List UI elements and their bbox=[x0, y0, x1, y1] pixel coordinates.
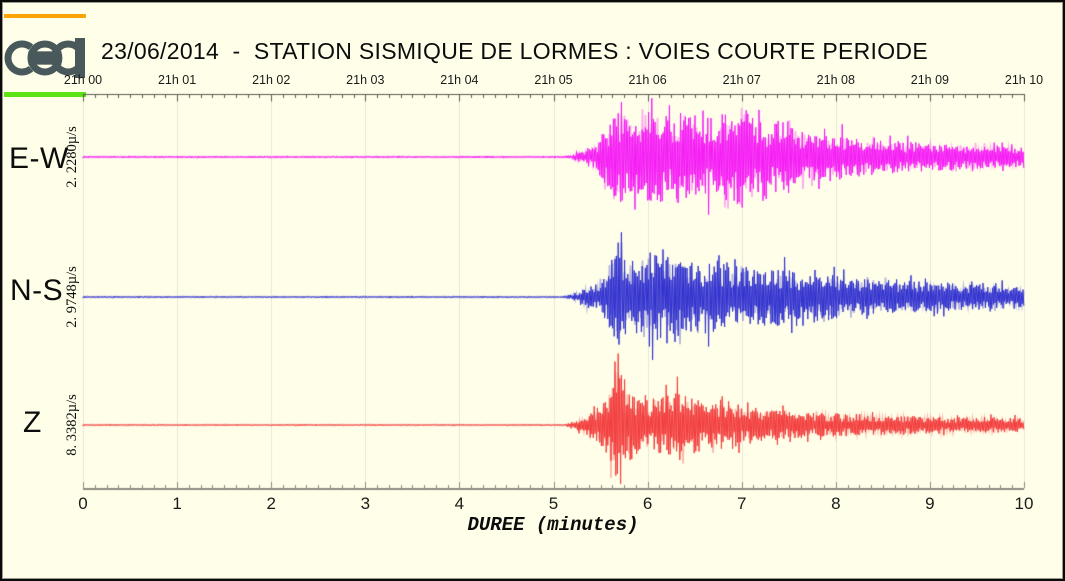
top-axis-label: 21h 08 bbox=[816, 73, 855, 87]
bottom-axis-label: 2 bbox=[266, 494, 276, 513]
x-axis-title: DUREE (minutes) bbox=[467, 514, 639, 536]
bottom-axis-label: 4 bbox=[454, 494, 465, 513]
bottom-axis-label: 9 bbox=[925, 494, 935, 513]
bottom-axis-label: 7 bbox=[736, 494, 747, 513]
bottom-axis-label: 5 bbox=[548, 494, 559, 513]
channel-scale-e-w: 2. 2280µ/s bbox=[64, 126, 80, 188]
bottom-axis-label: 0 bbox=[78, 494, 88, 513]
top-axis-label: 21h 03 bbox=[346, 73, 385, 87]
channel-name-e-w: E-W bbox=[9, 142, 69, 175]
top-axis-label: 21h 00 bbox=[63, 73, 103, 87]
bottom-axis-label: 1 bbox=[172, 494, 182, 513]
top-axis-label: 21h 09 bbox=[910, 73, 949, 87]
bottom-axis-label: 10 bbox=[1014, 494, 1034, 513]
bottom-axis-label: 3 bbox=[360, 494, 371, 513]
top-axis-label: 21h 01 bbox=[157, 73, 197, 87]
bottom-axis-label: 8 bbox=[831, 494, 841, 513]
top-axis-label: 21h 04 bbox=[440, 73, 479, 87]
top-axis-label: 21h 02 bbox=[252, 73, 291, 87]
top-axis-label: 21h 07 bbox=[722, 73, 761, 87]
channel-name-n-s: N-S bbox=[10, 274, 64, 307]
top-axis-label: 21h 10 bbox=[1004, 73, 1044, 87]
top-axis-label: 21h 06 bbox=[628, 73, 667, 87]
top-axis-label: 21h 05 bbox=[534, 73, 573, 87]
bottom-axis-label: 6 bbox=[642, 494, 653, 513]
channel-name-z: Z bbox=[23, 406, 42, 439]
channel-scale-n-s: 2. 9748µ/s bbox=[64, 266, 80, 328]
channel-scale-z: 8. 3382µ/s bbox=[64, 394, 80, 456]
